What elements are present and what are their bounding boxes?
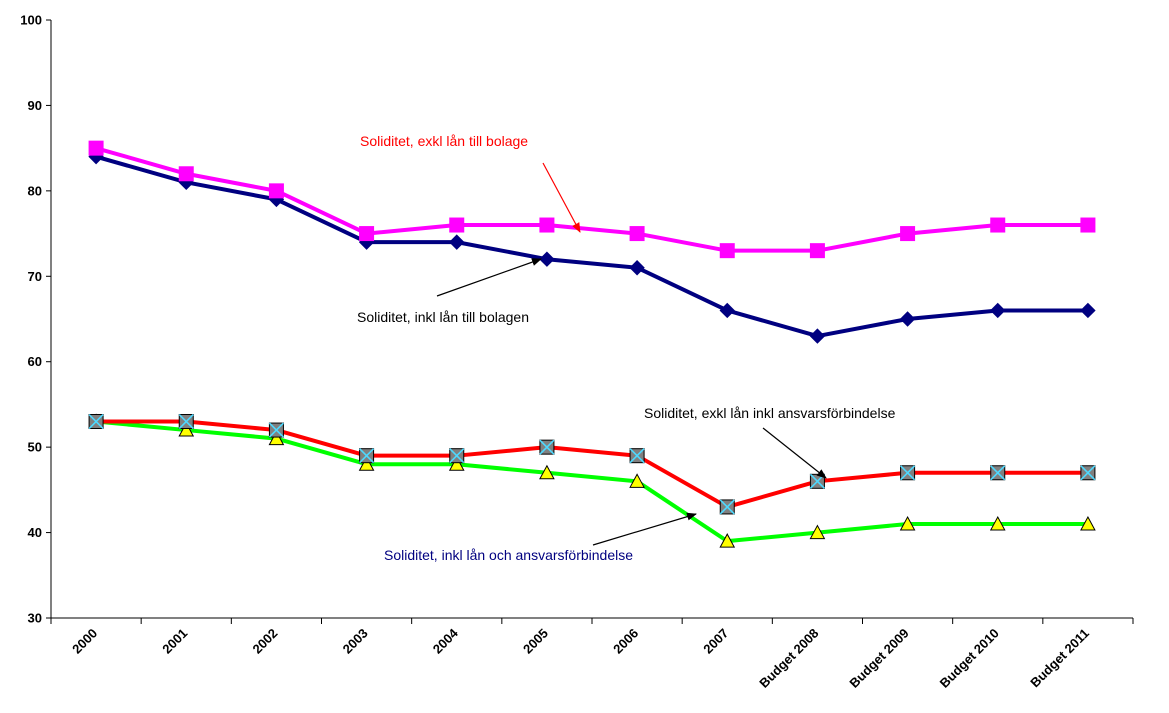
data-point-cross [990,465,1006,481]
data-point [809,328,826,344]
data-point [719,499,735,515]
data-point-cross [900,465,916,481]
data-point [629,226,645,242]
x-tick-label: 2000 [69,626,100,657]
data-point [719,243,735,259]
annotation-label-green: Soliditet, inkl lån och ansvarsförbindel… [384,547,633,563]
series-4 [88,413,1096,548]
data-point [629,473,645,488]
x-tick-label: 2002 [249,626,280,657]
data-point [539,251,555,267]
data-point [990,302,1006,319]
data-point [719,302,735,319]
data-point [539,439,555,455]
series-line [95,154,1088,339]
data-point [359,448,375,464]
data-point [1080,515,1096,531]
data-point [990,465,1006,481]
x-tick-label: 2006 [610,626,641,657]
y-tick-label: 80 [28,183,42,198]
data-point [268,422,284,438]
data-point-cross [88,413,104,430]
annotation-arrow-pink [542,162,581,233]
data-point [448,456,465,471]
data-point [539,217,555,233]
annotation-label-red: Soliditet, exkl lån inkl ansvarsförbinde… [644,405,896,421]
data-point [268,183,284,199]
series-1 [88,140,1096,259]
x-tick-label: 2007 [700,626,731,657]
data-point [1080,465,1096,481]
x-tick-label: 2003 [340,626,371,657]
data-point-cross [359,448,375,464]
axes: 30 40 50 60 70 80 90 100 2000 2001 2002 2003 2004 200… [20,13,1134,691]
y-tick-label: 60 [28,354,42,369]
y-tick-label: 90 [28,98,42,113]
series-line [95,146,1088,253]
data-point [178,422,195,437]
annotation-arrow-red [762,427,827,479]
data-point [539,464,555,480]
data-point-cross [449,448,465,464]
data-point [809,473,825,489]
series-line [96,419,1088,509]
x-tick-label: 2004 [430,625,462,657]
data-point [178,413,194,430]
data-point [900,465,916,481]
y-tick-label: 100 [20,13,42,28]
x-tick-label: 2005 [520,626,551,657]
data-point [899,515,916,531]
data-point [449,217,465,233]
annotation-label-pink: Soliditet, exkl lån till bolage [360,133,528,149]
data-point-cross [719,499,735,515]
data-point [990,217,1006,233]
data-point [629,448,645,464]
data-point [358,456,375,471]
data-point [809,524,826,540]
series-3 [88,413,1096,515]
series-2 [88,148,1096,344]
data-point [719,533,736,548]
data-point [629,260,645,276]
data-point [88,413,104,430]
data-point [449,448,465,464]
data-point [899,311,916,327]
series-line [95,419,1088,544]
data-point-cross [539,439,555,455]
data-point [900,226,916,242]
data-point [359,226,375,242]
data-point-cross [268,422,284,438]
data-point [178,166,194,182]
x-tick-label: 2001 [159,626,190,657]
data-point [1080,302,1096,319]
y-tick-label: 40 [28,525,42,540]
data-point-cross [629,448,645,464]
annotation-arrows [436,162,827,546]
data-point [88,140,104,156]
x-tick-label: Budget 2011 [1027,626,1092,691]
data-point-cross [178,413,194,430]
y-tick-label: 30 [28,611,42,626]
data-point [449,234,465,250]
annotation-arrow-navy [436,258,542,297]
data-point [989,515,1006,531]
x-tick-label: Budget 2010 [937,626,1002,691]
x-tick-label: Budget 2008 [756,626,821,691]
x-tick-label: Budget 2009 [846,626,911,691]
data-point-cross [1080,465,1096,481]
series-group [88,140,1096,548]
data-point [809,243,825,259]
data-point [268,430,285,446]
y-tick-label: 70 [28,269,42,284]
annotation-arrow-green [592,512,697,546]
data-point [1080,217,1096,233]
annotation-label-navy: Soliditet, inkl lån till bolagen [357,309,529,325]
y-tick-label: 50 [28,440,42,455]
